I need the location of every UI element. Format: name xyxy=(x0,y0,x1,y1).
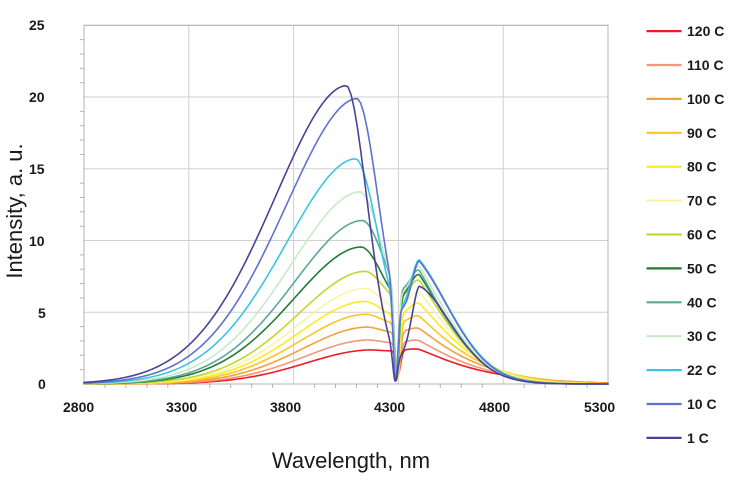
svg-text:70 C: 70 C xyxy=(687,193,717,209)
svg-text:60 C: 60 C xyxy=(687,227,717,243)
svg-text:30 C: 30 C xyxy=(687,328,717,344)
svg-text:110 C: 110 C xyxy=(687,57,724,73)
svg-text:50 C: 50 C xyxy=(687,260,717,276)
svg-text:40 C: 40 C xyxy=(687,294,717,310)
svg-text:1 C: 1 C xyxy=(687,430,709,446)
svg-text:22 C: 22 C xyxy=(687,362,717,378)
svg-text:90 C: 90 C xyxy=(687,125,717,141)
svg-text:80 C: 80 C xyxy=(687,159,717,175)
svg-text:120 C: 120 C xyxy=(687,23,724,39)
svg-text:10 C: 10 C xyxy=(687,396,717,412)
svg-text:100 C: 100 C xyxy=(687,91,724,107)
